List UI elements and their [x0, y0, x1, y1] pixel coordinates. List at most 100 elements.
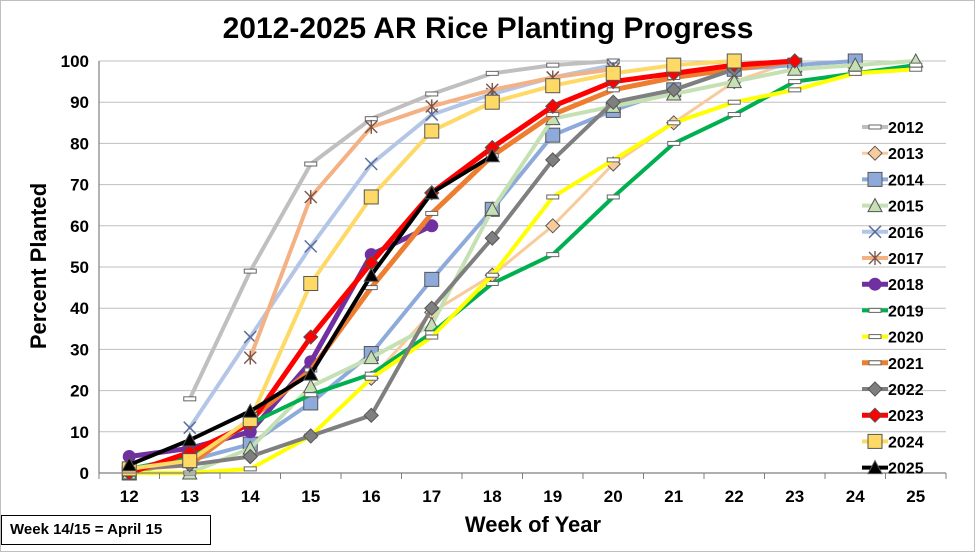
data-point-2012: [546, 62, 560, 68]
series-line-2024: [127, 59, 737, 471]
data-point-2023: [545, 98, 561, 115]
data-point-2014: [545, 127, 561, 143]
legend-marker: [868, 307, 882, 313]
data-point-2025: [363, 267, 380, 282]
data-point-2015: [726, 73, 743, 89]
series-line-2015: [127, 59, 918, 475]
data-point-2018: [425, 219, 439, 233]
legend-label: 2019: [888, 303, 924, 320]
legend-item-2020: 2020: [862, 330, 924, 347]
data-point-2012: [425, 91, 439, 97]
legend-marker: [867, 381, 883, 397]
legend-label: 2018: [888, 277, 924, 294]
data-point-2020: [848, 70, 862, 76]
legend-marker: [868, 251, 882, 265]
data-point-2024: [605, 65, 621, 81]
data-point-2020: [425, 334, 439, 340]
data-point-2025: [242, 403, 259, 418]
legend-item-2024: 2024: [862, 433, 924, 451]
x-tick-label: 23: [785, 487, 804, 506]
legend-label: 2016: [888, 225, 924, 242]
legend-item-2025: 2025: [862, 459, 924, 478]
data-point-2017: [304, 189, 318, 204]
legend-label: 2014: [888, 172, 924, 189]
x-tick-label: 20: [604, 487, 623, 506]
data-point-2020: [667, 120, 681, 126]
data-point-2016: [183, 421, 197, 435]
y-tick-label: 70: [70, 176, 89, 195]
axes: 0 10 20 30 40 50 60 70 80 90 100 12 13 14 15 16 17 18 19 20…: [61, 52, 947, 506]
legend-label: 2025: [888, 461, 924, 478]
data-point-2024: [363, 189, 379, 205]
data-point-2025: [484, 147, 501, 163]
data-point-2022: [484, 230, 500, 246]
data-point-2023: [303, 329, 319, 345]
legend-item-2022: 2022: [862, 381, 924, 399]
data-point-2017: [485, 82, 499, 97]
data-point-2021: [364, 285, 378, 291]
data-point-2017: [364, 119, 378, 134]
data-point-2024: [424, 123, 440, 139]
data-point-2024: [726, 53, 742, 69]
series-layer: [121, 52, 924, 481]
data-point-2024: [666, 57, 682, 73]
y-tick-label: 0: [80, 464, 89, 483]
data-point-2022: [545, 152, 561, 168]
data-point-2020: [788, 87, 802, 93]
x-tick-label: 24: [846, 487, 865, 506]
y-tick-label: 40: [70, 299, 89, 318]
data-point-2013: [545, 218, 561, 234]
legend-label: 2015: [888, 199, 924, 216]
legend-marker: [868, 360, 882, 366]
data-point-2012: [183, 396, 197, 402]
x-tick-label: 16: [362, 487, 381, 506]
legend-marker: [867, 171, 883, 187]
series-2018: [122, 219, 439, 464]
legend-marker: [867, 459, 883, 475]
data-point-2024: [303, 275, 319, 291]
y-tick-label: 30: [70, 340, 89, 359]
data-point-2020: [909, 66, 923, 72]
data-point-2019: [909, 62, 923, 68]
legend-label: 2013: [888, 146, 924, 163]
legend-marker: [867, 407, 883, 423]
legend-item-2015: 2015: [862, 197, 924, 216]
x-tick-label: 17: [422, 487, 441, 506]
series-2022: [121, 61, 742, 477]
series-line-2019: [127, 63, 918, 471]
legend-item-2012: 2012: [862, 120, 924, 137]
data-point-2025: [181, 431, 198, 447]
data-point-2024: [182, 453, 198, 469]
legend-marker: [867, 197, 883, 213]
legend-item-2017: 2017: [862, 251, 924, 268]
legend-marker: [867, 433, 883, 449]
x-tick-label: 12: [120, 487, 139, 506]
data-point-2020: [727, 99, 741, 105]
legend-item-2014: 2014: [862, 171, 924, 189]
legend-label: 2020: [888, 330, 924, 347]
y-axis-title: Percent Planted: [26, 183, 51, 349]
x-tick-label: 22: [725, 487, 744, 506]
data-point-2019: [667, 140, 681, 146]
data-point-2019: [606, 194, 620, 200]
data-point-2025: [423, 184, 440, 200]
data-point-2017: [425, 99, 439, 114]
data-point-2022: [424, 300, 440, 316]
legend-label: 2017: [888, 251, 924, 268]
legend: 2012 2013 2014 2015 2016 2017 2018 2019 2020 2021…: [862, 120, 924, 478]
data-point-2012: [485, 70, 499, 76]
data-point-2020: [546, 194, 560, 200]
x-tick-label: 14: [241, 487, 260, 506]
series-line-2012: [187, 59, 616, 401]
series-2024: [121, 53, 742, 477]
data-point-2016: [243, 330, 257, 344]
legend-marker: [867, 145, 883, 161]
y-tick-label: 100: [61, 52, 89, 71]
data-point-2020: [243, 466, 257, 472]
data-point-2022: [666, 82, 682, 98]
x-tick-label: 21: [664, 487, 683, 506]
data-point-2023: [787, 53, 803, 69]
legend-label: 2023: [888, 408, 924, 425]
data-point-2019: [546, 252, 560, 258]
